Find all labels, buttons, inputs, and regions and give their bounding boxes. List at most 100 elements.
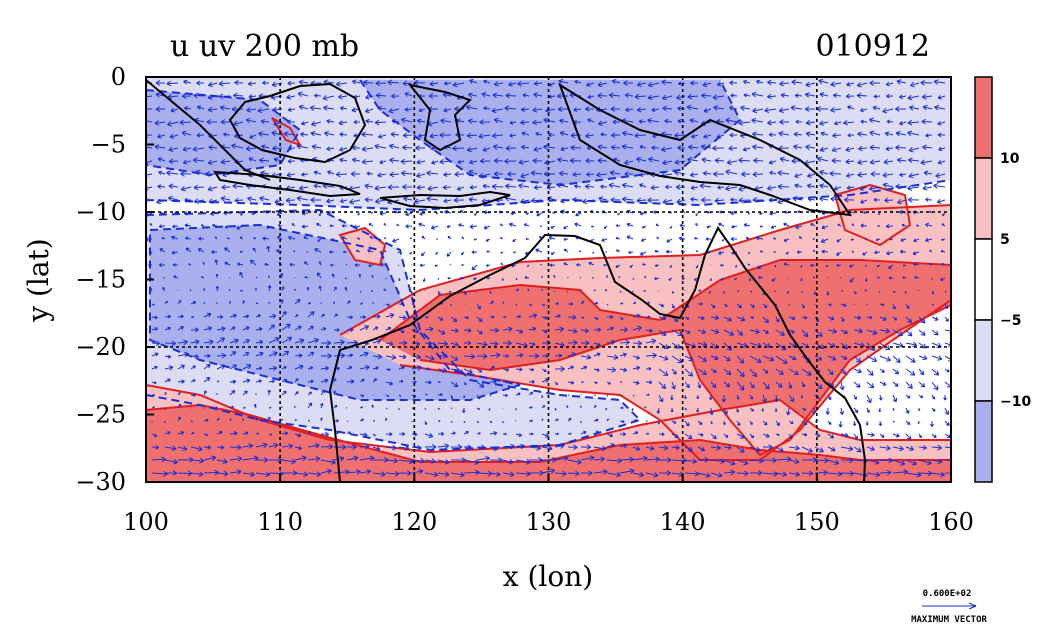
wind-vector (849, 264, 855, 268)
wind-vector (853, 368, 862, 374)
wind-vector (326, 146, 335, 152)
wind-vector (528, 313, 538, 319)
wind-vector (476, 407, 481, 410)
wind-vector (287, 119, 296, 125)
wind-vector (657, 420, 660, 425)
wind-vector (405, 211, 413, 217)
wind-vector (696, 394, 700, 400)
wind-vector (255, 366, 263, 371)
wind-vector (450, 420, 453, 423)
wind-vector (788, 329, 795, 334)
wind-vector (722, 420, 726, 426)
wind-vector (684, 446, 693, 452)
wind-vector (608, 182, 621, 189)
wind-vector (645, 393, 650, 397)
wind-vector (753, 157, 764, 164)
wind-vector (814, 446, 824, 453)
wind-vector (359, 351, 369, 357)
wind-vector (806, 183, 816, 189)
wind-vector (388, 107, 400, 114)
wind-vector (526, 264, 530, 268)
wind-vector (193, 184, 205, 191)
wind-vector (679, 223, 686, 228)
wind-vector (723, 355, 731, 362)
wind-vector (489, 471, 501, 477)
wind-vector (253, 237, 257, 240)
wind-vector (310, 197, 322, 203)
wind-vector (866, 459, 880, 465)
wind-vector (450, 471, 465, 478)
wind-vector (775, 420, 780, 427)
wind-vector (716, 81, 725, 87)
wind-vector (767, 79, 777, 86)
wind-vector (941, 238, 946, 241)
wind-vector (192, 146, 205, 152)
wind-vector (368, 223, 374, 227)
wind-vector (346, 420, 349, 422)
wind-vector (918, 445, 927, 451)
wind-vector (800, 277, 803, 282)
wind-vector (788, 433, 793, 439)
wind-vector (333, 378, 337, 383)
wind-vector (669, 264, 673, 268)
wind-vector (485, 264, 491, 267)
wind-vector (489, 431, 498, 436)
wind-vector (567, 432, 572, 436)
wind-vector (827, 459, 840, 465)
wind-vector (552, 211, 556, 214)
wind-vector (831, 157, 842, 164)
wind-vector (632, 431, 639, 435)
wind-vector (448, 290, 452, 293)
wind-vector (157, 157, 166, 162)
wind-vector (183, 79, 192, 85)
wind-vector (647, 117, 660, 124)
wind-vector (721, 394, 727, 403)
wind-vector (241, 418, 245, 421)
wind-vector (365, 108, 374, 113)
wind-vector (885, 223, 894, 229)
wind-vector (889, 238, 894, 241)
wind-vector (762, 368, 769, 374)
wind-vector (541, 368, 547, 372)
wind-vector (190, 379, 196, 383)
wind-vector (879, 355, 892, 362)
wind-vector (481, 92, 491, 98)
wind-vector (320, 389, 325, 396)
y-axis-label: y (lat) (22, 238, 55, 322)
wind-vector (411, 458, 425, 464)
wind-vector (747, 263, 751, 266)
wind-vector (155, 80, 165, 86)
wind-vector (788, 316, 796, 321)
wind-vector (203, 377, 211, 383)
wind-vector (686, 104, 699, 111)
wind-vector (931, 290, 935, 295)
wind-vector (476, 394, 481, 400)
wind-vector (366, 171, 374, 176)
wind-vector (567, 394, 570, 396)
wind-vector (342, 250, 347, 254)
wind-vector (697, 329, 706, 335)
wind-vector (875, 238, 881, 242)
wind-vector (878, 394, 883, 401)
wind-vector (644, 275, 647, 279)
wind-vector (840, 355, 848, 360)
wind-vector (355, 249, 361, 253)
wind-vector (502, 443, 516, 450)
wind-vector (452, 145, 465, 152)
wind-vector (866, 303, 868, 306)
wind-vector (307, 379, 314, 384)
wind-vector (378, 133, 387, 139)
wind-vector (860, 119, 868, 124)
wind-vector (155, 106, 166, 113)
wind-vector (766, 185, 777, 191)
wind-vector (879, 303, 885, 307)
wind-vector (379, 160, 387, 165)
wind-vector (491, 132, 504, 139)
wind-vector (346, 366, 353, 370)
wind-vector (852, 420, 857, 427)
wind-vector (610, 144, 621, 151)
wind-vector (232, 183, 244, 189)
wind-vector (645, 420, 648, 422)
wind-vector (908, 146, 920, 153)
wind-vector (812, 276, 816, 279)
